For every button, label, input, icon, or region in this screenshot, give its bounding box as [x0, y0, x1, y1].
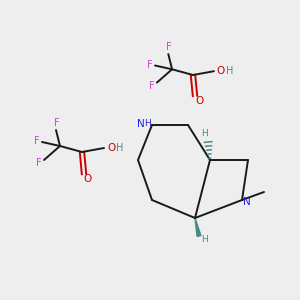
Text: O: O: [107, 143, 115, 153]
Text: F: F: [34, 136, 40, 146]
Text: H: H: [226, 66, 234, 76]
Text: H: H: [116, 143, 124, 153]
Text: O: O: [84, 174, 92, 184]
Text: O: O: [217, 66, 225, 76]
Text: N: N: [243, 197, 251, 207]
Text: F: F: [147, 59, 153, 70]
Text: O: O: [195, 96, 203, 106]
Text: H: H: [201, 128, 207, 137]
Text: H: H: [144, 118, 151, 127]
Polygon shape: [195, 218, 201, 236]
Text: F: F: [149, 81, 155, 91]
Text: F: F: [54, 118, 60, 128]
Text: F: F: [36, 158, 42, 168]
Text: N: N: [137, 119, 145, 129]
Text: H: H: [202, 236, 208, 244]
Text: F: F: [167, 42, 172, 52]
